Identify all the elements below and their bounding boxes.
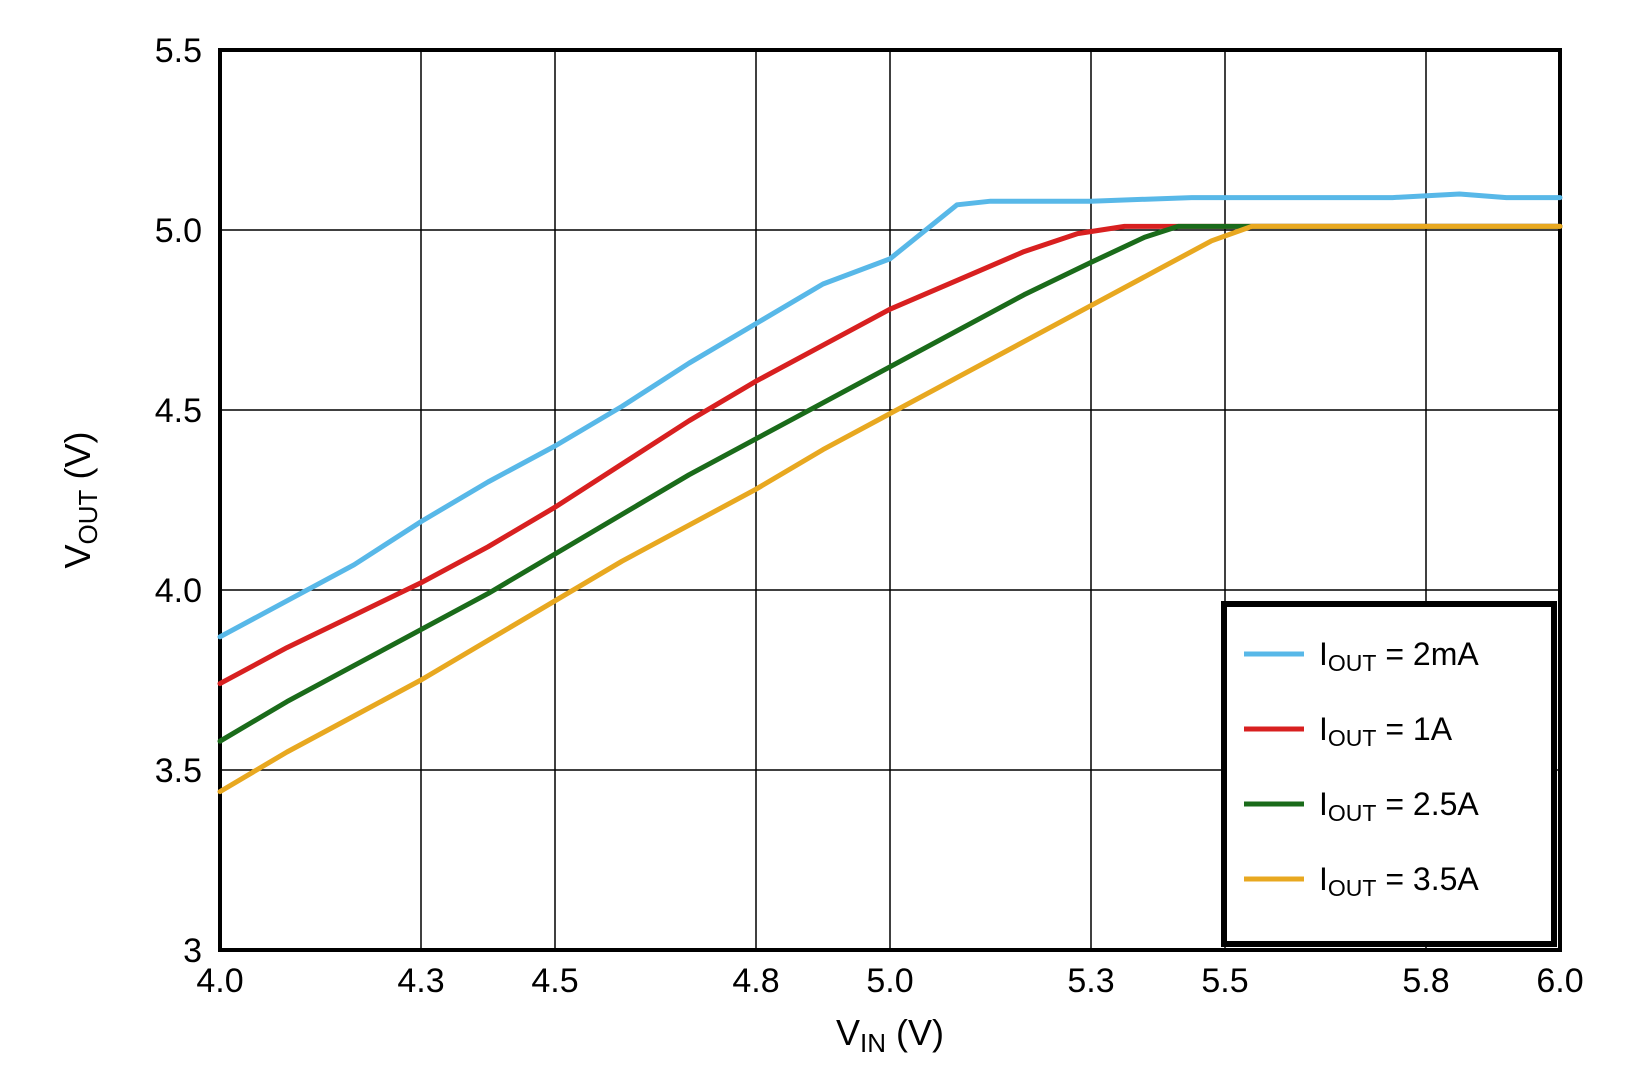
y-tick-label: 3: [183, 932, 202, 970]
x-tick-label: 4.3: [397, 962, 444, 1000]
x-tick-label: 4.0: [196, 962, 243, 1000]
x-tick-label: 4.5: [531, 962, 578, 1000]
y-tick-label: 4.5: [155, 392, 202, 430]
y-tick-label: 3.5: [155, 752, 202, 790]
chart-svg: 4.0 4.3 4.5 4.8 5.0 5.3 5.5 5.8 6.0 3 3.5 4.0 4.5 5.0…: [20, 20, 1620, 1055]
vout-vs-vin-chart: 4.0 4.3 4.5 4.8 5.0 5.3 5.5 5.8 6.0 3 3.5 4.0 4.5 5.0…: [20, 20, 1620, 1055]
y-tick-label: 5.0: [155, 212, 202, 250]
y-tick-label: 4.0: [155, 572, 202, 610]
x-tick-label: 5.5: [1201, 962, 1248, 1000]
x-tick-label: 5.3: [1067, 962, 1114, 1000]
x-axis-label: VIN (V): [836, 1012, 944, 1055]
y-tick-label: 5.5: [155, 32, 202, 70]
x-tick-label: 5.8: [1402, 962, 1449, 1000]
x-tick-label: 6.0: [1536, 962, 1583, 1000]
x-tick-label: 5.0: [866, 962, 913, 1000]
x-tick-label: 4.8: [732, 962, 779, 1000]
